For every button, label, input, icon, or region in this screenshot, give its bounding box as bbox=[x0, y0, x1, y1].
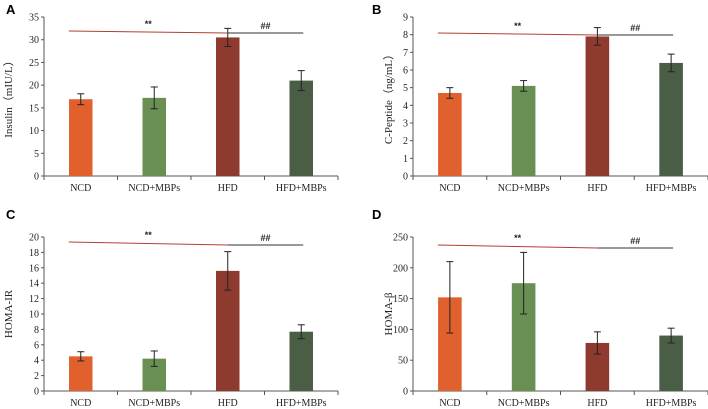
bar bbox=[68, 99, 93, 176]
bar bbox=[289, 331, 314, 391]
y-tick-label: 4 bbox=[34, 356, 39, 367]
x-tick-label: HFD bbox=[218, 398, 238, 409]
y-tick-label: 4 bbox=[403, 101, 408, 112]
x-tick-label: NCD+MBPs bbox=[498, 183, 550, 194]
x-tick-label: HFD+MBPs bbox=[276, 398, 327, 409]
y-tick-label: 10 bbox=[29, 310, 39, 321]
bar bbox=[215, 270, 240, 391]
y-axis-label: C-Peptide（ng/mL） bbox=[382, 49, 395, 144]
y-tick-label: 6 bbox=[403, 66, 408, 77]
bar bbox=[585, 342, 610, 391]
y-tick-label: 3 bbox=[403, 119, 408, 130]
bar bbox=[289, 80, 314, 176]
y-tick-label: 30 bbox=[29, 35, 39, 46]
y-tick-label: 0 bbox=[403, 387, 408, 398]
y-tick-label: 9 bbox=[403, 13, 408, 24]
significance-marker: ** bbox=[514, 233, 522, 243]
x-tick-label: NCD bbox=[70, 398, 91, 409]
y-tick-label: 18 bbox=[29, 248, 39, 259]
panel-letter: B bbox=[372, 2, 381, 17]
y-tick-label: 20 bbox=[29, 233, 39, 244]
x-tick-label: HFD+MBPs bbox=[276, 183, 327, 194]
y-tick-label: 2 bbox=[403, 136, 408, 147]
x-tick-label: NCD bbox=[439, 398, 460, 409]
y-tick-label: 1 bbox=[403, 154, 408, 165]
y-tick-label: 12 bbox=[29, 294, 39, 305]
significance-marker: ** bbox=[145, 19, 153, 29]
y-axis-label: HOMA-IR bbox=[3, 289, 15, 338]
y-axis-label: HOMA-β bbox=[383, 292, 395, 335]
bar bbox=[511, 85, 536, 176]
panel-d: D 0 50 100 150 200 250 HOMA-β NCD NCD+MBPs HFD HFD+… bbox=[372, 207, 708, 409]
y-tick-label: 250 bbox=[393, 233, 408, 244]
y-tick-label: 5 bbox=[403, 83, 408, 94]
significance-marker: ## bbox=[260, 21, 270, 31]
bar bbox=[511, 283, 536, 391]
significance-line bbox=[437, 32, 598, 36]
x-tick-label: HFD+MBPs bbox=[646, 398, 697, 409]
y-tick-label: 5 bbox=[34, 149, 39, 160]
significance-marker: ## bbox=[630, 23, 640, 33]
bar bbox=[659, 62, 683, 176]
y-tick-label: 50 bbox=[398, 356, 408, 367]
bar bbox=[215, 37, 240, 176]
bar bbox=[142, 97, 167, 176]
bar bbox=[142, 358, 167, 391]
significance-marker: ## bbox=[260, 233, 270, 243]
significance-marker: ** bbox=[514, 21, 522, 31]
panel-letter: A bbox=[6, 2, 16, 17]
y-tick-label: 0 bbox=[34, 387, 39, 398]
y-tick-label: 150 bbox=[393, 294, 408, 305]
panel-b: B 0 1 2 3 4 5 6 7 8 9 C-Peptide（ng/mL） NCD NCD+MBPs HF… bbox=[372, 2, 708, 194]
y-tick-label: 10 bbox=[29, 126, 39, 137]
bar bbox=[68, 356, 93, 391]
y-axis-label: Insulin（mIU/L） bbox=[2, 55, 15, 138]
x-tick-label: HFD+MBPs bbox=[646, 183, 697, 194]
bar bbox=[585, 36, 610, 176]
panel-letter: D bbox=[372, 207, 381, 222]
y-tick-label: 15 bbox=[29, 103, 39, 114]
significance-line bbox=[68, 241, 228, 246]
y-tick-label: 8 bbox=[403, 30, 408, 41]
y-tick-label: 8 bbox=[34, 325, 39, 336]
y-tick-label: 7 bbox=[403, 48, 408, 59]
bar bbox=[659, 335, 683, 391]
x-tick-label: HFD bbox=[587, 398, 607, 409]
y-tick-label: 2 bbox=[34, 371, 39, 382]
significance-line bbox=[68, 30, 228, 34]
y-tick-label: 25 bbox=[29, 58, 39, 69]
y-tick-label: 0 bbox=[403, 172, 408, 183]
y-tick-label: 16 bbox=[29, 263, 39, 274]
y-tick-label: 6 bbox=[34, 340, 39, 351]
significance-marker: ## bbox=[630, 236, 640, 246]
x-tick-label: HFD bbox=[218, 183, 238, 194]
x-tick-label: NCD+MBPs bbox=[128, 398, 180, 409]
x-tick-label: NCD bbox=[439, 183, 460, 194]
panel-c: C 0 2 4 6 8 10 12 14 16 18 20 HOMA-IR NCD NCD+MBPs HFD H… bbox=[3, 207, 339, 409]
bar bbox=[438, 297, 462, 391]
y-tick-label: 35 bbox=[29, 13, 39, 24]
x-tick-label: NCD+MBPs bbox=[498, 398, 550, 409]
panel-letter: C bbox=[6, 207, 16, 222]
significance-line bbox=[437, 244, 598, 249]
y-tick-label: 14 bbox=[29, 279, 39, 290]
bar bbox=[438, 92, 462, 176]
x-tick-label: NCD+MBPs bbox=[128, 183, 180, 194]
significance-marker: ** bbox=[145, 230, 153, 240]
panel-a: A 0 5 10 15 20 25 30 35 Insulin（mIU/L） NCD NCD+MBPs… bbox=[2, 2, 339, 194]
x-tick-label: NCD bbox=[70, 183, 91, 194]
y-tick-label: 20 bbox=[29, 81, 39, 92]
y-tick-label: 200 bbox=[393, 263, 408, 274]
y-tick-label: 100 bbox=[393, 325, 408, 336]
x-tick-label: HFD bbox=[587, 183, 607, 194]
y-tick-label: 0 bbox=[34, 172, 39, 183]
